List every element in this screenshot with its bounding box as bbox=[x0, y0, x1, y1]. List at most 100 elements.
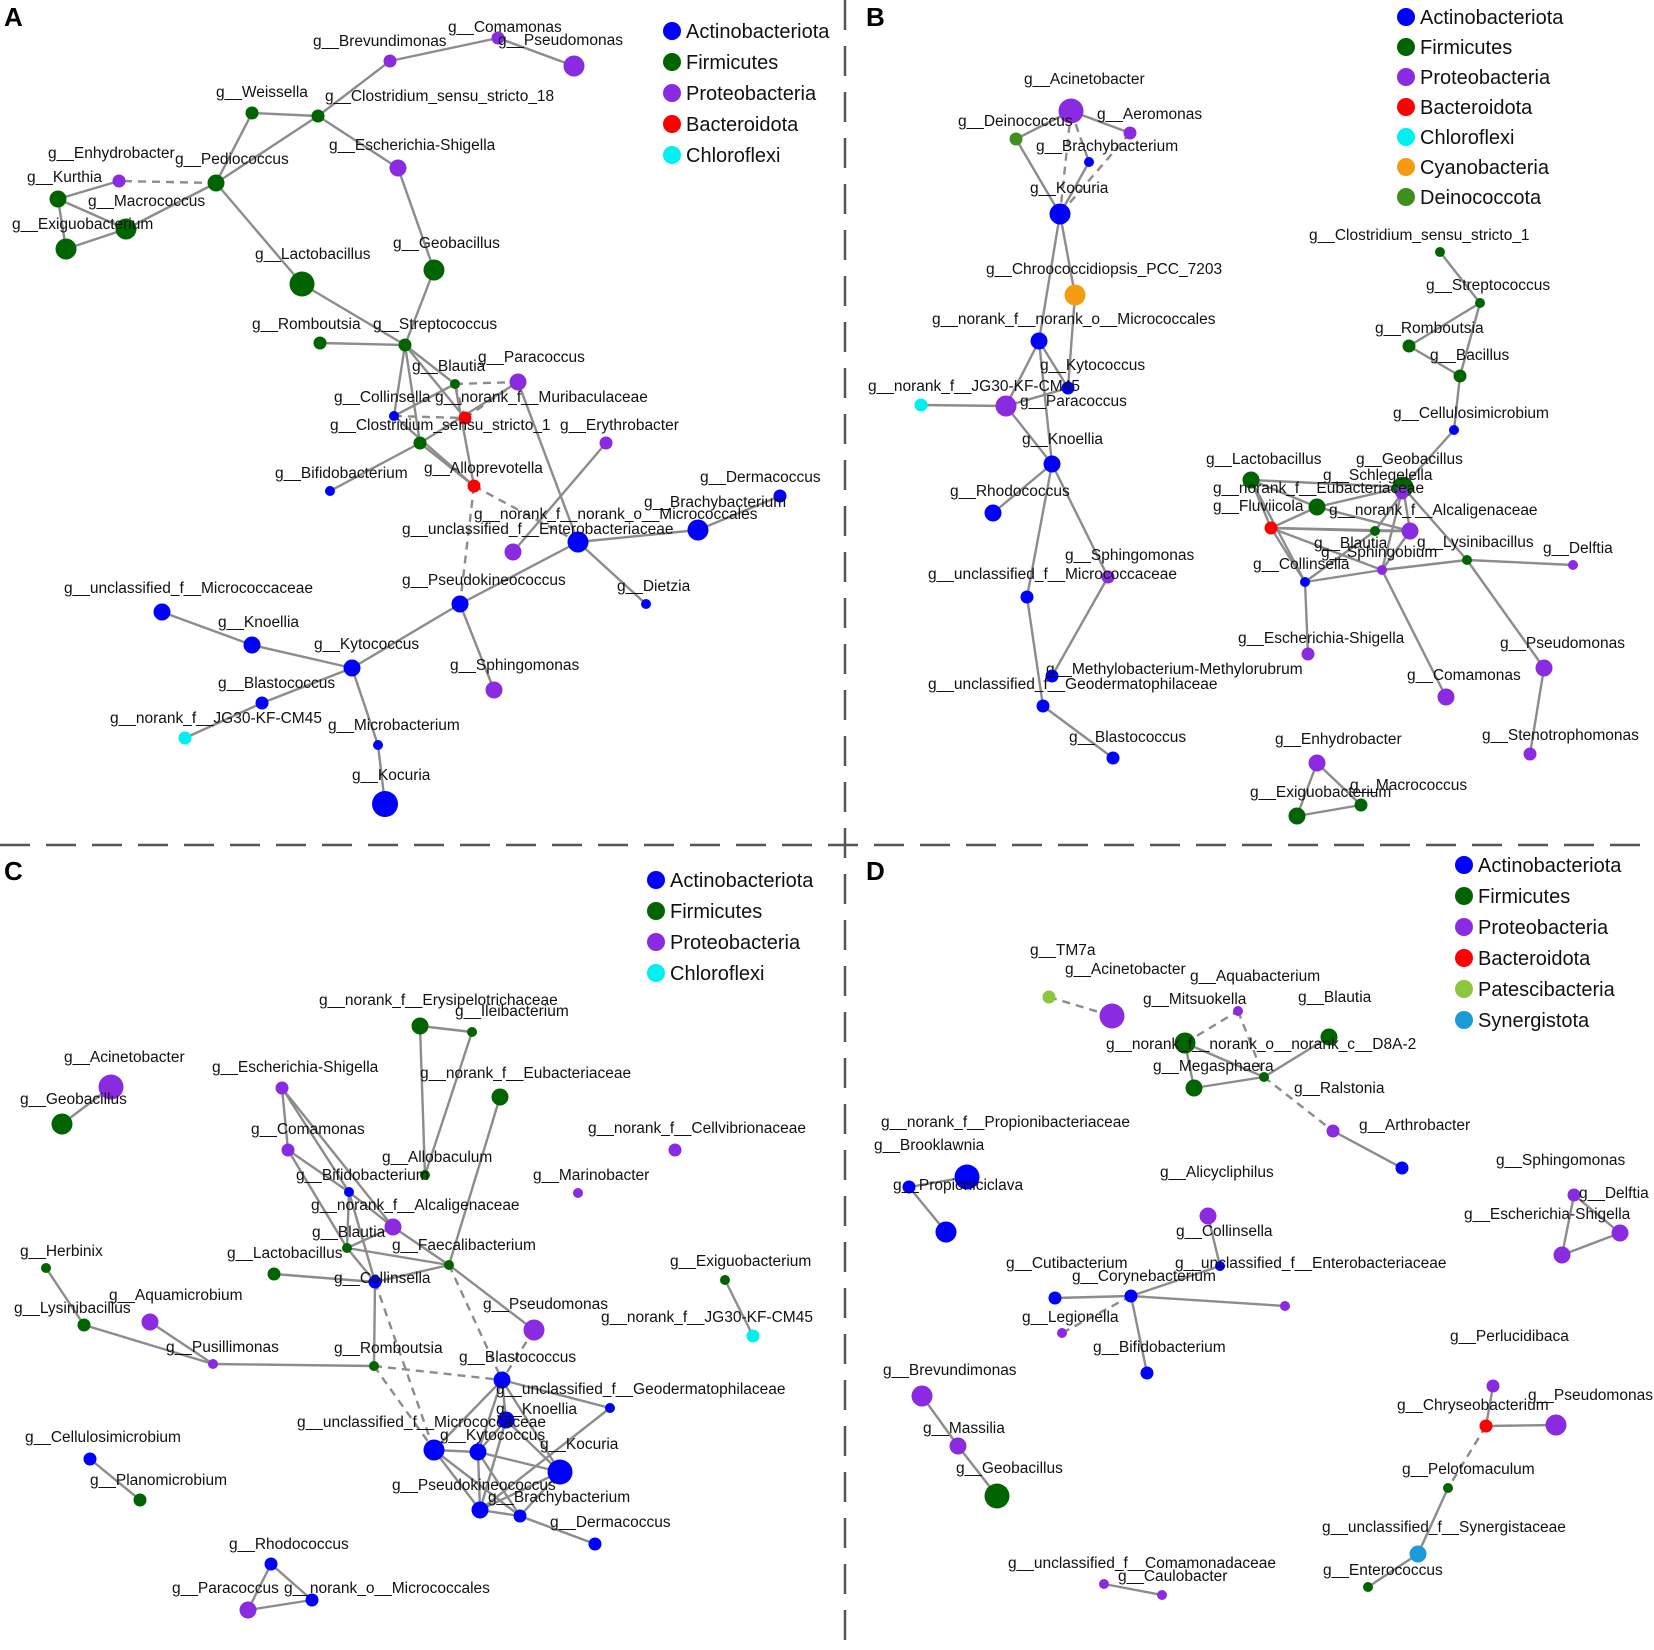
node-label-c-planomicrobium: g__Planomicrobium bbox=[90, 1472, 227, 1489]
legend-swatch-a-firmicutes bbox=[663, 53, 681, 71]
legend-swatch-b-cyanobacteria bbox=[1397, 158, 1415, 176]
node-c-romboutsia bbox=[369, 1361, 379, 1371]
node-label-a-pseudokineococcus: g__Pseudokineococcus bbox=[402, 572, 566, 589]
legend-label-d-synergistota: Synergistota bbox=[1478, 1010, 1590, 1032]
edge-b-knoellia-rhodococcus bbox=[992, 463, 1053, 514]
node-d-pseudomonas bbox=[1545, 1414, 1567, 1436]
edge-b-acinetobacter-brachybacterium bbox=[1069, 110, 1091, 163]
edge-d-pelotomaculum-synergistaceae bbox=[1416, 1487, 1450, 1555]
node-label-a-knoellia: g__Knoellia bbox=[218, 614, 299, 631]
node-label-b-escherichia: g__Escherichia-Shigella bbox=[1238, 630, 1405, 647]
legend-label-a-bacteroidota: Bacteroidota bbox=[686, 114, 799, 136]
node-c-acinetobacter bbox=[98, 1074, 124, 1100]
legend-label-c-actinobacteriota: Actinobacteriota bbox=[670, 870, 814, 892]
edge-c-knoellia-pseudokineococcus bbox=[478, 1419, 508, 1511]
node-label-c-lysinibacillus: g__Lysinibacillus bbox=[14, 1300, 131, 1317]
edge-c-escherichia-comamonas bbox=[280, 1087, 290, 1151]
edge-a-muribaculaceae-paracoccus bbox=[464, 381, 519, 419]
edge-b-aeromonas-kocuria bbox=[1059, 132, 1131, 215]
edge-c-aquamicrobium-pusillimonas bbox=[149, 1321, 214, 1365]
node-c-kytococcus bbox=[469, 1443, 487, 1461]
node-c-cellulosimicrobium bbox=[83, 1452, 97, 1466]
edge-c-lysinibacillus-pusillimonas bbox=[83, 1323, 214, 1366]
node-label-a-jg30: g__norank_f__JG30-KF-CM45 bbox=[110, 710, 322, 727]
node-label-b-collinsella: g__Collinsella bbox=[1253, 556, 1350, 573]
node-c-micrococcales bbox=[305, 1593, 319, 1607]
edge-b-micrococcaceae-geodermatophilaceae bbox=[1025, 596, 1045, 707]
legend-swatch-d-bacteroidota bbox=[1455, 949, 1473, 967]
legend-label-b-chloroflexi: Chloroflexi bbox=[1420, 127, 1514, 149]
node-label-a-pediococcus: g__Pediococcus bbox=[175, 151, 289, 168]
node-d-arthrobacter bbox=[1395, 1161, 1409, 1175]
edge-b-micrococcales-knoellia bbox=[1037, 340, 1054, 465]
node-label-a-lactobacillus: g__Lactobacillus bbox=[255, 246, 371, 263]
legend-label-d-bacteroidota: Bacteroidota bbox=[1478, 948, 1591, 970]
edge-d-chryseobacterium-pelotomaculum bbox=[1446, 1425, 1488, 1489]
node-d-caulobacter bbox=[1157, 1590, 1167, 1600]
edge-b-fluviicola-blautia bbox=[1270, 526, 1376, 533]
edge-d-comamonadaceae-caulobacter bbox=[1103, 1582, 1163, 1597]
edge-b-acinetobacter-kocuria bbox=[1058, 110, 1073, 215]
node-b-streptococcus bbox=[1475, 298, 1485, 308]
edge-a-pediococcus-enhydrobacter bbox=[118, 179, 217, 185]
node-c-alcaligenaceae bbox=[384, 1218, 402, 1236]
node-b-pseudomonas bbox=[1535, 659, 1553, 677]
edge-a-clostridium1-bifidobacterium bbox=[329, 441, 421, 493]
node-label-c-geobacillus: g__Geobacillus bbox=[20, 1091, 127, 1108]
edge-a-micrococcales-pseudokineococcus bbox=[459, 540, 579, 606]
edge-c-blastococcus-kocuria bbox=[500, 1379, 562, 1473]
edge-b-kocuria-micrococcales bbox=[1037, 213, 1062, 342]
legend-label-b-bacteroidota: Bacteroidota bbox=[1420, 97, 1533, 119]
node-b-cellulosimicrobium bbox=[1449, 425, 1459, 435]
edge-a-micrococcaceae-knoellia bbox=[161, 610, 253, 647]
node-b-alcaligenaceae bbox=[1401, 522, 1419, 540]
panel-letter-c: C bbox=[4, 856, 23, 886]
node-d-d8a2 bbox=[1259, 1072, 1269, 1082]
node-label-b-aeromonas: g__Aeromonas bbox=[1097, 106, 1202, 123]
legend-swatch-b-proteobacteria bbox=[1397, 68, 1415, 86]
node-a-lactobacillus bbox=[289, 271, 315, 297]
edge-b-schlegelella-blautia bbox=[1374, 492, 1403, 532]
legends-layer: Actinobacteriota Firmicutes Proteobacteria… bbox=[647, 7, 1622, 1032]
legend-swatch-a-actinobacteriota bbox=[663, 22, 681, 40]
edge-c-alcaligenaceae-faecalibacterium bbox=[392, 1226, 450, 1266]
node-label-b-streptococcus: g__Streptococcus bbox=[1426, 277, 1550, 294]
edge-c-romboutsia-blastococcus bbox=[373, 1364, 503, 1382]
node-a-jg30 bbox=[178, 731, 192, 745]
node-label-b-kocuria: g__Kocuria bbox=[1030, 180, 1109, 197]
node-c-knoellia bbox=[497, 1411, 515, 1429]
edge-d-cutibacterium-corynebacterium bbox=[1054, 1294, 1132, 1300]
edge-c-collinsella-micrococcaceae bbox=[373, 1281, 436, 1451]
node-a-macrococcus bbox=[115, 218, 137, 240]
node-label-a-muribaculaceae: g__norank_f__Muribaculaceae bbox=[435, 389, 648, 406]
node-label-c-cellvibrionaceae: g__norank_f__Cellvibrionaceae bbox=[588, 1120, 806, 1137]
edge-b-micrococcales-paracoccus bbox=[1004, 340, 1041, 407]
edge-d-d8a2-ralstonia bbox=[1263, 1076, 1334, 1132]
edge-b-blautia-collinsella bbox=[1304, 530, 1376, 583]
node-a-collinsella bbox=[389, 411, 399, 421]
edge-b-lysinibacillus-pseudomonas bbox=[1466, 559, 1545, 669]
node-b-micrococcales bbox=[1030, 332, 1048, 350]
node-c-blautia bbox=[342, 1243, 352, 1253]
node-a-weissella bbox=[245, 106, 259, 120]
node-d-enterococcus bbox=[1363, 1582, 1373, 1592]
node-label-d-propionibacteriaceae: g__norank_f__Propionibacteriaceae bbox=[881, 1114, 1130, 1131]
legend-label-b-cyanobacteria: Cyanobacteria bbox=[1420, 157, 1550, 179]
node-c-allobaculum bbox=[420, 1170, 430, 1180]
edge-b-paracoccus-kytococcus bbox=[1005, 386, 1069, 408]
node-c-paracoccus bbox=[239, 1601, 257, 1619]
node-label-d-pseudomonas: g__Pseudomonas bbox=[1528, 1387, 1653, 1404]
node-a-geobacillus bbox=[423, 259, 445, 281]
node-label-d-enterobacteriaceae: g__unclassified_f__Enterobacteriaceae bbox=[1175, 1255, 1446, 1272]
edge-a-micrococcales-dietzia bbox=[577, 541, 647, 605]
edge-d-chryseobacterium-pseudomonas bbox=[1485, 1423, 1557, 1428]
node-label-a-micrococcaceae: g__unclassified_f__Micrococcaceae bbox=[64, 580, 313, 597]
edge-b-lysinibacillus-delftia bbox=[1466, 558, 1574, 567]
edge-b-sphingomonas-methylobacterium bbox=[1050, 576, 1110, 677]
edge-c-collinsella-romboutsia bbox=[372, 1281, 377, 1367]
node-label-b-kytococcus: g__Kytococcus bbox=[1040, 357, 1145, 374]
node-c-aquamicrobium bbox=[141, 1313, 159, 1331]
node-label-d-enterococcus: g__Enterococcus bbox=[1323, 1562, 1443, 1579]
